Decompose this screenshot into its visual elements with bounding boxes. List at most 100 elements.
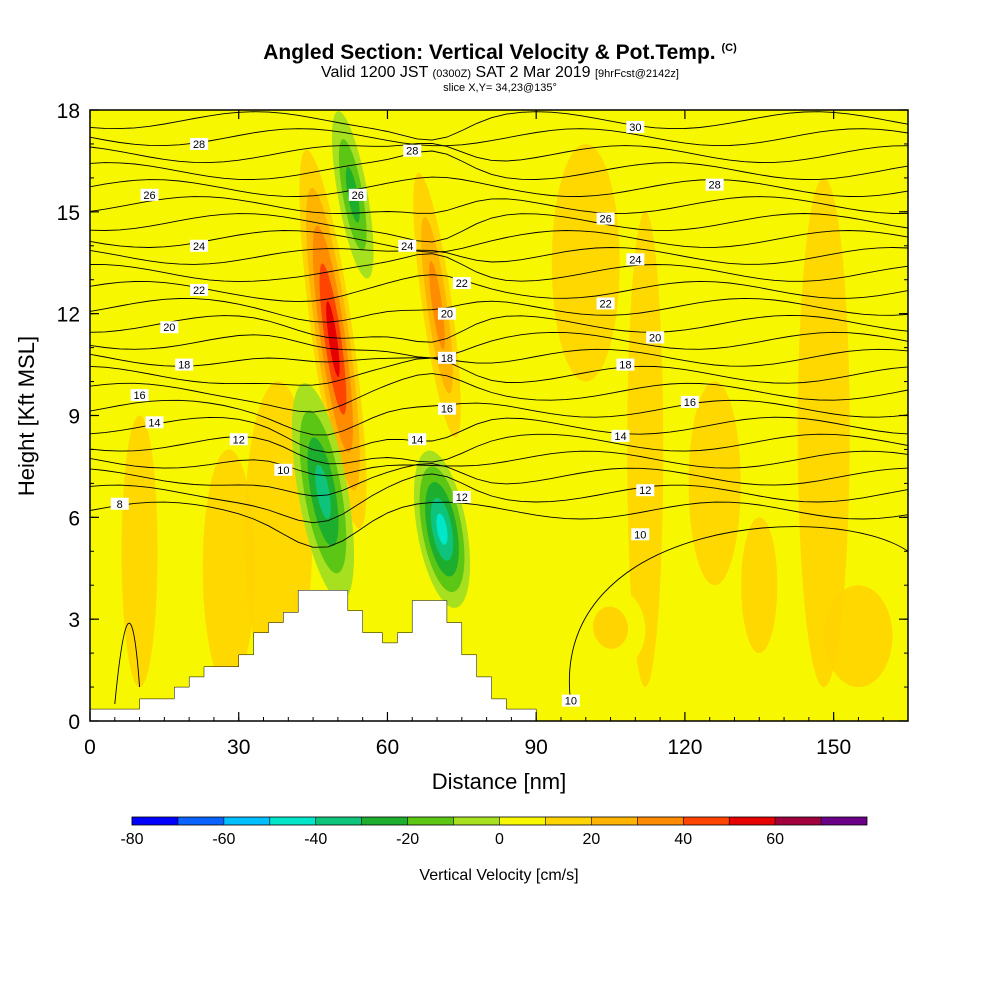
contour-label-text: 28 [406,146,418,158]
velocity-fill-layer [90,110,908,721]
contour-label-box [403,144,422,157]
pot-temp-contour [90,348,908,367]
contour-label-text: 18 [441,353,453,365]
colorbar-tick-label: 0 [495,831,504,848]
contour-label-box [596,212,615,225]
contour-label-text: 26 [352,190,364,202]
x-axis-title: Distance [nm] [432,769,567,794]
pot-temp-contour [114,622,141,705]
contour-label: 24 [398,239,417,253]
contour-label-box [348,188,367,201]
pot-temp-contour [90,253,908,283]
contour-label-text: 22 [193,285,205,297]
pot-temp-contour [90,416,908,453]
velocity-region-weak-updraft [688,381,741,586]
contour-label-box [626,120,645,133]
contour-label: 24 [190,239,209,253]
pot-temp-contour-layer [90,111,908,705]
velocity-region-weak-updraft [202,449,255,688]
contour-label: 20 [437,307,456,321]
y-axis-title: Height [Kft MSL] [14,336,39,496]
contour-label-box [705,178,724,191]
colorbar-swatch [499,817,546,825]
chart-title: Angled Section: Vertical Velocity & Pot.… [0,36,1000,65]
chart-subtitle: Valid 1200 JST (0300Z) SAT 2 Mar 2019 [9… [0,65,1000,82]
contour-label-text: 30 [629,122,641,134]
contour-label-text: 24 [193,241,205,253]
contour-label-box [452,490,471,503]
contour-label: 20 [646,331,665,344]
contour-label: 22 [452,277,471,290]
pot-temp-contour [90,399,908,436]
colorbar-swatch [177,817,224,825]
y-tick-label: 15 [57,202,80,225]
velocity-region-weak-updraft [797,177,850,688]
contour-label-text: 28 [709,180,721,192]
colorbar-swatch [223,817,270,825]
contour-label-box [680,395,699,408]
colorbar-swatch [591,817,638,825]
colorbar-tick-label: -20 [396,831,419,848]
pot-temp-contour [90,473,908,524]
contour-label: 10 [631,528,650,541]
pot-temp-contour [90,196,908,214]
contour-label-text: 26 [599,214,611,226]
contour-label-box [437,402,456,415]
velocity-updraft-level [326,301,340,377]
contour-label: 28 [190,137,209,151]
contour-label: 28 [403,144,422,158]
pot-temp-contour [90,373,908,413]
colorbar-tick-label: -80 [120,831,143,848]
contour-label-text: 24 [401,241,413,253]
pot-temp-contour [90,314,908,343]
colorbar-tick-label: 20 [582,831,600,848]
contour-label-box [596,297,615,310]
pot-temp-contour [90,230,908,253]
contour-label-text: 12 [639,485,651,497]
velocity-region-weak-updraft [627,211,664,688]
forecast-info: [9hrFcst@2142z] [595,68,679,80]
colorbar-swatch [637,817,684,825]
contour-label: 22 [190,283,209,297]
colorbar-swatch [821,817,867,825]
y-tick-label: 3 [68,609,80,632]
pot-temp-contour [90,501,908,548]
contour-label-box [408,433,427,446]
x-tick-label: 150 [816,736,851,759]
terrain-mask [90,590,537,721]
colorbar-swatch [453,817,500,825]
contour-label: 28 [705,178,724,192]
colorbar-swatch [132,817,178,825]
pot-temp-contour [90,274,908,303]
contour-label-text: 8 [117,499,123,511]
velocity-updraft-level [593,606,628,649]
contour-label: 12 [229,433,248,446]
pot-temp-contour [90,213,908,243]
pot-temp-contour [90,150,908,180]
colorbar-tick-label: 60 [766,831,784,848]
contour-label-box [452,277,471,290]
velocity-region-weak-updraft [824,585,893,688]
pot-temp-contour [90,463,908,497]
y-tick-label: 18 [57,100,80,123]
contour-label-text: 20 [163,322,175,334]
contour-label-text: 26 [143,190,155,202]
contour-label-box [631,528,650,541]
contour-label-text: 20 [649,332,661,344]
contour-label-box [130,389,149,402]
contour-label-text: 10 [565,696,577,708]
pot-temp-contour [90,176,908,197]
contour-label: 30 [626,120,645,134]
colorbar-swatch [269,817,316,825]
pot-temp-contour [90,331,908,359]
contour-label-box [616,358,635,371]
contour-label-box [175,358,194,371]
pot-temp-contour [90,111,908,141]
contour-label: 20 [160,321,179,334]
contour-label-box [190,283,209,296]
contour-label-text: 12 [233,434,245,446]
contour-label: 10 [561,694,580,708]
contour-label: 18 [437,351,456,365]
contour-label-box [561,694,580,707]
contour-label: 16 [130,389,149,402]
